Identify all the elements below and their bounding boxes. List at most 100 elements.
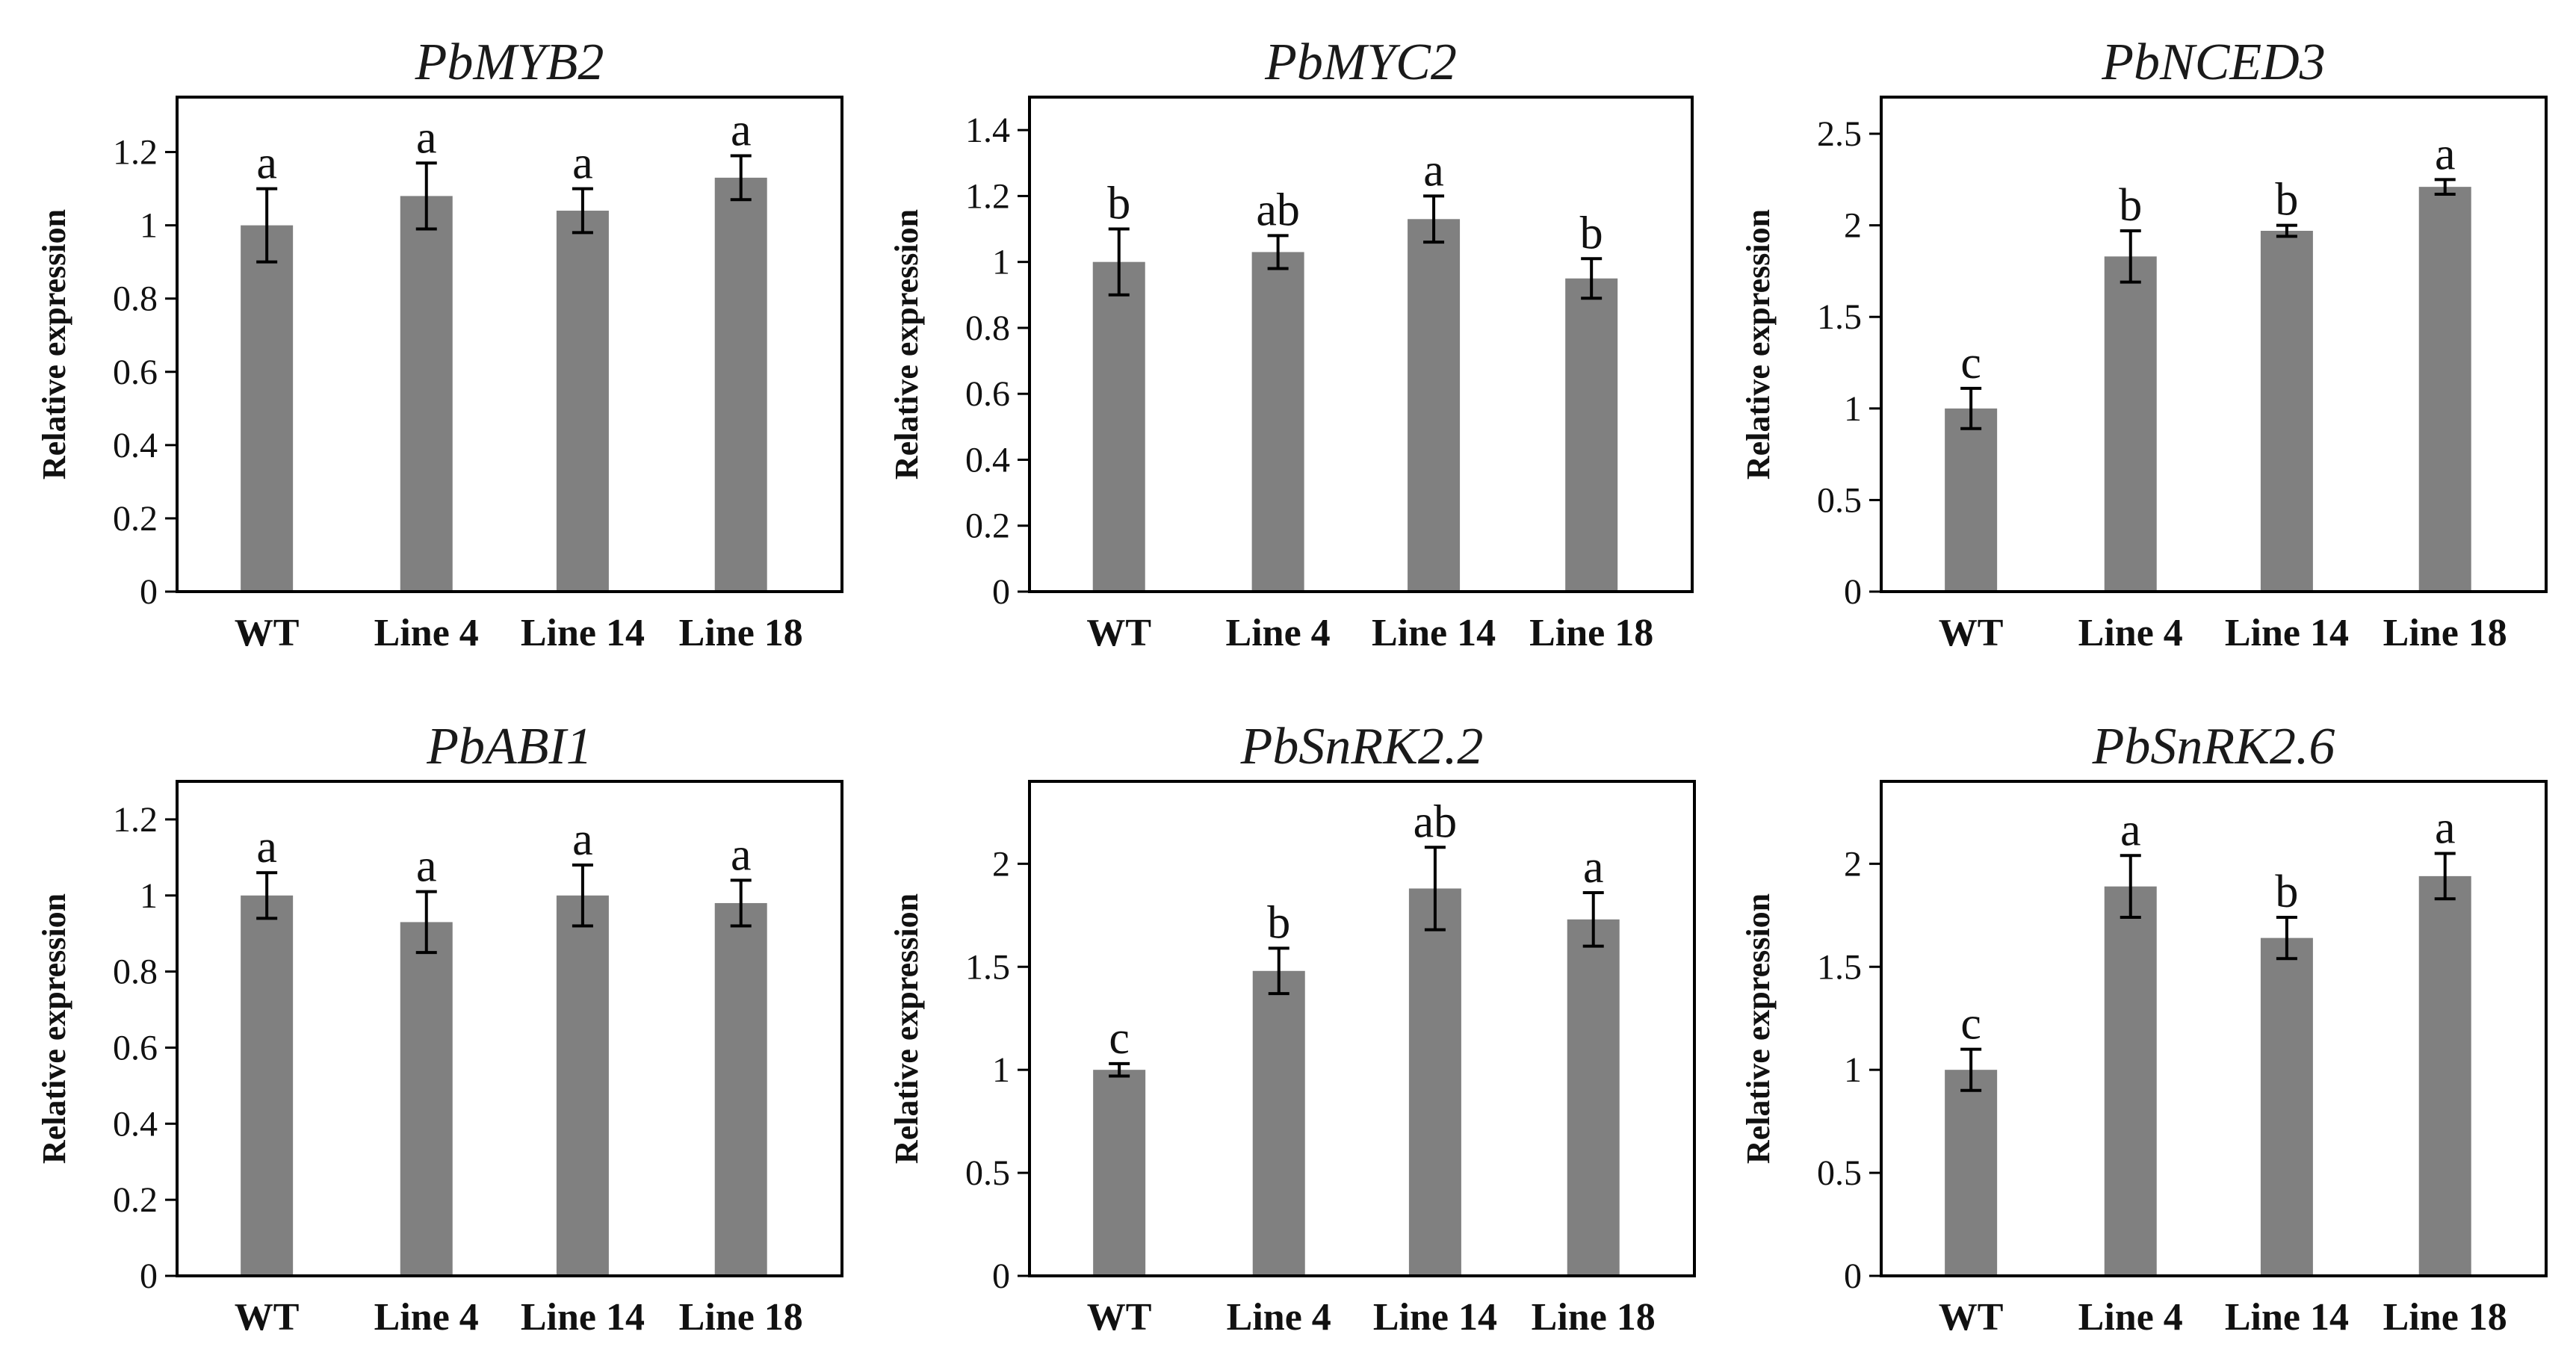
y-tick-label: 1.2 (113, 133, 158, 173)
y-axis-label: Relative expression (1740, 893, 1777, 1164)
chart-panel: PbMYC2 Relative expression 0 0.2 0.4 0.6 0.8 1 1… (888, 34, 1694, 654)
bar (1945, 408, 1998, 592)
y-tick-label: 0 (140, 1256, 158, 1296)
y-tick-label: 0.4 (965, 440, 1010, 480)
x-tick-label: WT (1939, 612, 2004, 654)
y-tick-label: 1.5 (965, 947, 1010, 987)
significance-label: a (256, 822, 277, 872)
bar (1945, 1070, 1998, 1276)
y-tick-label: 1.5 (1817, 297, 1862, 337)
plot-frame (176, 780, 843, 1277)
y-tick-label: 1 (992, 243, 1010, 282)
bar (556, 895, 609, 1276)
significance-label: a (256, 138, 277, 189)
bar (1252, 970, 1305, 1276)
bar (400, 922, 453, 1276)
y-tick-label: 0.2 (113, 499, 158, 539)
y-tick-label: 0.6 (965, 374, 1010, 414)
x-tick-label: Line 14 (1373, 1296, 1497, 1339)
chart-title: PbABI1 (426, 718, 592, 775)
y-tick-label: 0.4 (113, 1104, 158, 1144)
significance-label: ab (1414, 796, 1458, 847)
significance-label: b (2119, 180, 2142, 231)
y-tick-label: 0.8 (965, 309, 1010, 348)
y-axis-label: Relative expression (36, 893, 72, 1164)
y-tick-label: 0.6 (113, 353, 158, 392)
plot-frame (1028, 96, 1694, 593)
y-tick-label: 0.5 (965, 1153, 1010, 1193)
bar (2418, 875, 2471, 1276)
y-tick-label: 0 (140, 572, 158, 612)
x-tick-label: Line 18 (679, 1296, 803, 1339)
y-tick-label: 1.5 (1817, 947, 1862, 987)
y-tick-label: 0 (1844, 1256, 1862, 1296)
bar (241, 225, 294, 592)
x-tick-label: WT (235, 1296, 300, 1339)
y-tick-label: 0.5 (1817, 480, 1862, 520)
bar (2260, 230, 2313, 592)
bar (2104, 256, 2157, 592)
bar (714, 177, 767, 592)
y-axis-label: Relative expression (36, 209, 72, 480)
y-tick-label: 1 (140, 206, 158, 246)
x-tick-label: Line 4 (1227, 1296, 1331, 1339)
y-tick-label: 2.5 (1817, 114, 1862, 154)
significance-label: b (1267, 897, 1290, 948)
significance-label: a (572, 814, 593, 865)
y-tick-label: 0.5 (1817, 1153, 1862, 1193)
x-tick-label: Line 4 (2078, 612, 2183, 654)
y-tick-label: 1.2 (965, 176, 1010, 216)
x-tick-label: Line 14 (1372, 612, 1496, 654)
chart-panel: PbNCED3 Relative expression 0 0.5 1 1.5 2 2.5 c W… (1740, 34, 2548, 654)
significance-label: ab (1256, 185, 1300, 235)
significance-label: b (2275, 867, 2298, 917)
x-tick-label: Line 14 (2225, 1296, 2349, 1339)
y-tick-label: 0 (1844, 572, 1862, 612)
y-tick-label: 2 (1844, 844, 1862, 884)
plot-frame (1880, 780, 2548, 1277)
plot-frame (176, 96, 843, 593)
chart-panel: PbMYB2 Relative expression 0 0.2 0.4 0.6 0.8 1 1… (36, 34, 843, 654)
y-tick-label: 0.6 (113, 1028, 158, 1067)
chart-title: PbMYB2 (415, 34, 604, 91)
x-tick-label: Line 18 (1529, 612, 1653, 654)
significance-label: a (572, 138, 593, 189)
y-tick-label: 1.4 (965, 111, 1010, 150)
bar (1408, 219, 1461, 592)
x-tick-label: Line 14 (2225, 612, 2349, 654)
significance-label: a (416, 841, 437, 892)
y-tick-label: 1 (140, 876, 158, 916)
bar (400, 196, 453, 592)
significance-label: a (731, 829, 752, 880)
significance-label: a (731, 105, 752, 155)
y-tick-label: 2 (992, 844, 1010, 884)
chart-panel: PbABI1 Relative expression 0 0.2 0.4 0.6 0.8 1 1… (36, 718, 843, 1339)
chart-panel: PbSnRK2.6 Relative expression 0 0.5 1 1.5 2 c WT… (1740, 718, 2548, 1339)
chart-panel: PbSnRK2.2 Relative expression 0 0.5 1 1.5 2 c WT… (888, 718, 1696, 1339)
plot-frame (1880, 96, 2548, 593)
x-tick-label: Line 4 (1226, 612, 1331, 654)
bar (1565, 278, 1618, 592)
x-tick-label: Line 18 (1532, 1296, 1656, 1339)
x-tick-label: Line 14 (521, 612, 645, 654)
x-tick-label: Line 18 (2383, 612, 2507, 654)
y-tick-label: 0 (992, 1256, 1010, 1296)
bar (241, 895, 294, 1276)
x-tick-label: WT (1087, 1296, 1152, 1339)
plot-frame (1028, 780, 1696, 1277)
y-tick-label: 0.4 (113, 426, 158, 465)
x-tick-label: Line 18 (2383, 1296, 2507, 1339)
chart-title: PbMYC2 (1264, 34, 1457, 91)
bar (1093, 1070, 1146, 1276)
significance-label: a (2435, 803, 2456, 854)
bar (2104, 886, 2157, 1276)
bar (2260, 937, 2313, 1276)
y-tick-label: 0.8 (113, 279, 158, 319)
y-tick-label: 1 (992, 1050, 1010, 1090)
y-axis-label: Relative expression (888, 209, 925, 480)
bar (714, 902, 767, 1276)
significance-label: a (2120, 805, 2141, 855)
x-tick-label: Line 4 (374, 1296, 479, 1339)
y-axis-label: Relative expression (1740, 209, 1777, 480)
